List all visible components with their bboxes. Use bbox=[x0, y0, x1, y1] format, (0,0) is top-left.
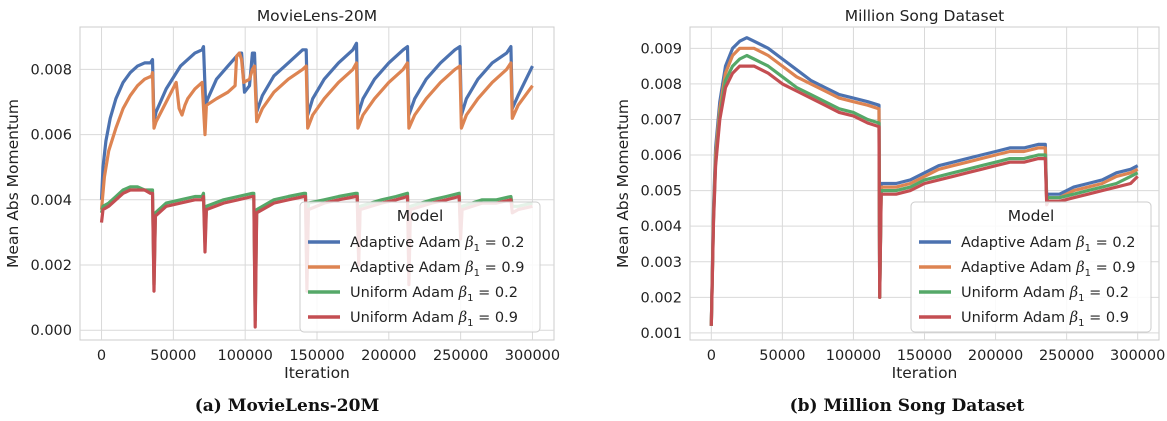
x-tick-label: 0 bbox=[707, 348, 716, 364]
x-tick-label: 0 bbox=[97, 348, 106, 364]
y-tick-label: 0.009 bbox=[640, 41, 682, 57]
x-tick-label: 250000 bbox=[433, 348, 488, 364]
series-line-2 bbox=[99, 51, 534, 210]
y-tick-label: 0.002 bbox=[30, 258, 72, 274]
legend-entry-label: Adaptive Adam β1 = 0.2 bbox=[350, 235, 524, 254]
y-axis-label: Mean Abs Momentum bbox=[614, 99, 632, 268]
x-tick-label: 150000 bbox=[289, 348, 344, 364]
figure-canvas: 0 50000 100000 150000 200000 250000 300000 0.00… bbox=[4, 7, 1165, 382]
y-tick-label: 0.006 bbox=[640, 148, 682, 164]
y-tick-label: 0.008 bbox=[640, 77, 682, 93]
y-tick-label: 0.001 bbox=[640, 326, 682, 342]
legend-entry-label: Adaptive Adam β1 = 0.9 bbox=[961, 260, 1135, 279]
legend: Model Adaptive Adam β1 = 0.2 Adaptive Adam… bbox=[299, 201, 541, 333]
x-tick-label: 300000 bbox=[505, 348, 560, 364]
caption-movielens: (a) MovieLens-20M bbox=[194, 396, 380, 416]
y-tick-label: 0.003 bbox=[640, 255, 682, 271]
series-line-4 bbox=[709, 64, 1139, 326]
y-tick-label: 0.000 bbox=[30, 323, 72, 339]
x-tick-label: 200000 bbox=[968, 348, 1023, 364]
legend-entry-label: Adaptive Adam β1 = 0.9 bbox=[350, 260, 524, 279]
x-tick-label: 100000 bbox=[826, 348, 881, 364]
x-tick-label: 50000 bbox=[150, 348, 196, 364]
caption-million-song: (b) Million Song Dataset bbox=[789, 396, 1025, 416]
legend-entry-label: Uniform Adam β1 = 0.2 bbox=[961, 285, 1129, 304]
chart-title: MovieLens-20M bbox=[257, 7, 377, 25]
x-tick-label: 150000 bbox=[897, 348, 952, 364]
y-tick-label: 0.006 bbox=[30, 128, 72, 144]
legend-entry-label: Uniform Adam β1 = 0.2 bbox=[350, 285, 518, 304]
chart-panel-2: 0 50000 100000 150000 200000 250000 300000 0.00… bbox=[614, 7, 1165, 382]
series-line-3 bbox=[709, 53, 1139, 326]
series-line-3 bbox=[99, 185, 533, 322]
y-tick-label: 0.008 bbox=[30, 62, 72, 78]
legend-box bbox=[910, 201, 1152, 333]
series-line-4 bbox=[99, 188, 533, 329]
legend-entry-label: Uniform Adam β1 = 0.9 bbox=[961, 310, 1129, 329]
legend-entry-label: Adaptive Adam β1 = 0.2 bbox=[961, 235, 1135, 254]
x-tick-label: 50000 bbox=[759, 348, 805, 364]
y-tick-label: 0.002 bbox=[640, 290, 682, 306]
x-axis-label: Iteration bbox=[892, 364, 958, 382]
y-tick-label: 0.004 bbox=[30, 193, 72, 209]
x-axis-label: Iteration bbox=[284, 364, 350, 382]
series-line-1 bbox=[709, 36, 1139, 326]
x-tick-label: 200000 bbox=[361, 348, 416, 364]
y-tick-label: 0.007 bbox=[640, 112, 682, 128]
y-axis-label: Mean Abs Momentum bbox=[4, 99, 22, 268]
x-tick-label: 300000 bbox=[1110, 348, 1165, 364]
y-tick-label: 0.004 bbox=[640, 219, 682, 235]
y-tick-label: 0.005 bbox=[640, 184, 682, 200]
legend-title: Model bbox=[397, 207, 444, 225]
legend-title: Model bbox=[1008, 207, 1055, 225]
x-tick-label: 100000 bbox=[218, 348, 273, 364]
chart-panel-1: 0 50000 100000 150000 200000 250000 300000 0.00… bbox=[4, 7, 560, 382]
x-tick-label: 250000 bbox=[1039, 348, 1094, 364]
legend: Model Adaptive Adam β1 = 0.2 Adaptive Adam… bbox=[910, 201, 1152, 333]
legend-entry-label: Uniform Adam β1 = 0.9 bbox=[350, 310, 518, 329]
series-line-1 bbox=[99, 41, 534, 200]
chart-title: Million Song Dataset bbox=[845, 7, 1004, 25]
legend-box bbox=[299, 201, 541, 333]
